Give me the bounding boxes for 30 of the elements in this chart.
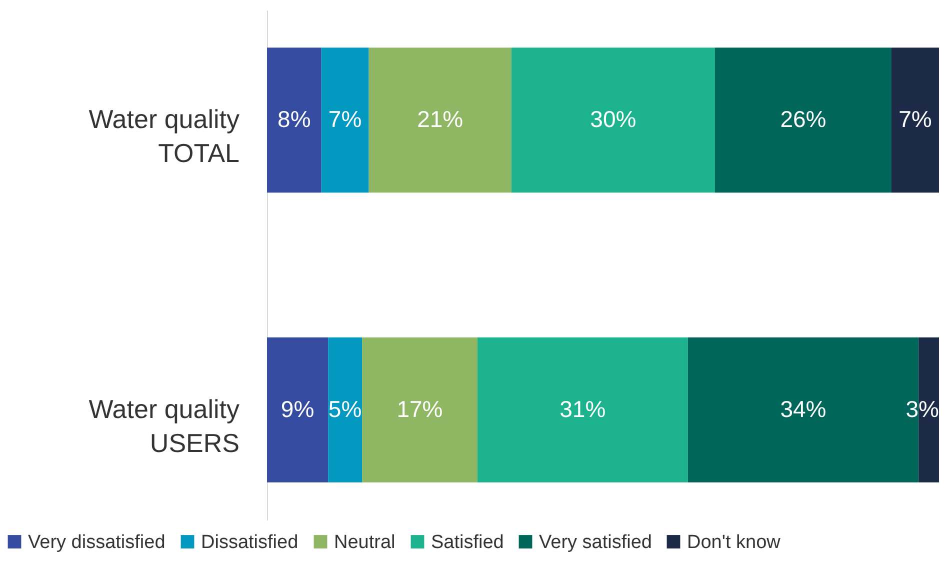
bar [715, 48, 892, 193]
bar [511, 48, 715, 193]
data-label: 34% [780, 396, 826, 422]
data-label: 7% [898, 106, 932, 132]
data-label: 31% [560, 396, 606, 422]
bar [891, 48, 939, 193]
bar [267, 337, 328, 482]
data-label: 7% [328, 106, 362, 132]
bar [328, 337, 362, 482]
legend-label: Neutral [334, 532, 396, 553]
data-label: 21% [417, 106, 464, 132]
bar [368, 48, 512, 193]
bar [362, 337, 478, 482]
y-tick-label: Water quality TOTAL [88, 104, 240, 168]
legend-label: Very satisfied [539, 532, 652, 553]
bar [321, 48, 369, 193]
data-label: 8% [278, 106, 311, 132]
bar [477, 337, 688, 482]
data-label: 17% [396, 396, 443, 422]
data-label: 26% [780, 106, 826, 132]
data-label: 3% [906, 396, 939, 422]
data-label: 9% [280, 396, 314, 422]
legend-label: Dissatisfied [201, 532, 298, 553]
data-label: 5% [328, 396, 362, 422]
y-tick-label: Water quality USERS [88, 394, 240, 458]
legend-label: Satisfied [431, 532, 504, 553]
bar [267, 48, 322, 193]
legend-label: Very dissatisfied [28, 532, 166, 553]
legend-label: Don't know [687, 532, 781, 553]
data-label: 30% [590, 106, 636, 132]
